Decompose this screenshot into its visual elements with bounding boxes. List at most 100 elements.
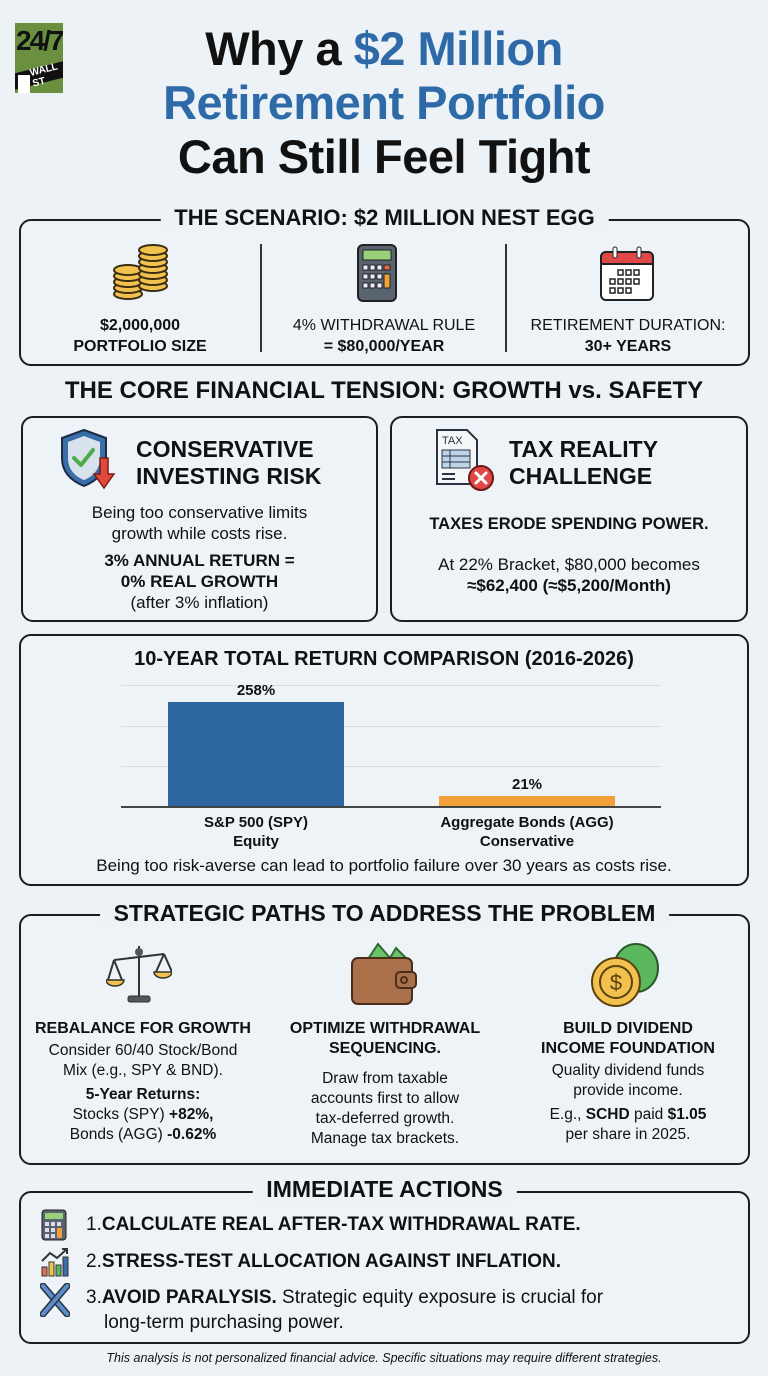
- rebalance-bonds: Bonds (AGG) -0.62%: [22, 1125, 264, 1145]
- svg-text:$: $: [610, 970, 622, 995]
- conservative-bold-1: 3% ANNUAL RETURN =: [104, 551, 295, 570]
- portfolio-value: $2,000,000: [99, 317, 181, 334]
- tax-title: TAX REALITY CHALLENGE: [509, 436, 658, 490]
- title-line1-b: $2 Million: [353, 22, 564, 75]
- withdrawal-title-2: SEQUENCING.: [328, 1040, 441, 1057]
- rebalance-title: REBALANCE FOR GROWTH: [35, 1020, 251, 1037]
- action-number: 3.: [86, 1287, 102, 1308]
- conservative-title-2: INVESTING RISK: [136, 463, 322, 489]
- category-agg-line2: Conservative: [479, 833, 575, 850]
- conservative-risk-card: [21, 416, 378, 622]
- gridline: [121, 685, 661, 686]
- x-axis: [121, 806, 661, 808]
- action-rest: Strategic equity exposure is crucial for: [276, 1287, 604, 1308]
- category-spy: S&P 500 (SPY) Equity: [130, 813, 382, 851]
- bonds-label: Bonds (AGG): [69, 1126, 168, 1143]
- conservative-title: CONSERVATIVE INVESTING RISK: [136, 436, 321, 490]
- dividend-amount: $1.05: [667, 1106, 707, 1123]
- action-text: STRESS-TEST ALLOCATION AGAINST INFLATION…: [101, 1251, 562, 1272]
- scenario-item-portfolio: $2,000,000 PORTFOLIO SIZE: [30, 315, 250, 357]
- path-withdrawal: OPTIMIZE WITHDRAWAL SEQUENCING. Draw fro…: [266, 1019, 504, 1149]
- withdrawal-rule: 4% WITHDRAWAL RULE: [292, 317, 476, 334]
- title-line3: Can Still Feel Tight: [177, 130, 591, 183]
- conservative-text-2: growth while costs rise.: [111, 524, 288, 543]
- rebalance-returns-label: 5-Year Returns:: [85, 1086, 201, 1103]
- scenario-item-withdrawal: 4% WITHDRAWAL RULE = $80,000/YEAR: [265, 315, 503, 357]
- action-item-2: 2.STRESS-TEST ALLOCATION AGAINST INFLATI…: [86, 1249, 561, 1274]
- duration-label: RETIREMENT DURATION:: [530, 317, 726, 334]
- dividend-example: E.g., SCHD paid $1.05: [510, 1105, 746, 1125]
- logo-247-wall-st: 24/7 WALL ST: [15, 23, 63, 93]
- action-item-3: 3.AVOID PARALYSIS. Strategic equity expo…: [86, 1285, 726, 1335]
- dividend-text-2: provide income.: [573, 1082, 683, 1099]
- shield-down-arrow-icon: [61, 428, 116, 490]
- strategic-heading: STRATEGIC PATHS TO ADDRESS THE PROBLEM: [99, 900, 670, 927]
- svg-text:TAX: TAX: [442, 435, 463, 447]
- action-rest-2: long-term purchasing power.: [104, 1312, 344, 1333]
- stocks-label: Stocks (SPY): [72, 1106, 170, 1123]
- withdrawal-text-2: accounts first to allow: [310, 1090, 460, 1107]
- action-number: 1.: [86, 1214, 102, 1235]
- category-agg: Aggregate Bonds (AGG) Conservative: [400, 813, 654, 851]
- logo-number: 24/7: [16, 25, 63, 56]
- category-spy-line1: S&P 500 (SPY): [204, 814, 308, 831]
- chart-caption: Being too risk-averse can lead to portfo…: [96, 856, 672, 875]
- bar-chart-up-icon: [41, 1248, 69, 1277]
- calculator-icon: [357, 244, 397, 302]
- dividend-title-2: INCOME FOUNDATION: [541, 1040, 715, 1057]
- conservative-text-1: Being too conservative limits: [91, 503, 308, 522]
- title-line1-a: Why a: [205, 22, 354, 75]
- withdrawal-title-1: OPTIMIZE WITHDRAWAL: [289, 1020, 481, 1037]
- conservative-title-1: CONSERVATIVE: [136, 436, 314, 462]
- scenario-heading: THE SCENARIO: $2 MILLION NEST EGG: [160, 205, 609, 231]
- stocks-value: +82%,: [169, 1106, 214, 1123]
- bar-agg-value: 21%: [511, 776, 543, 793]
- rebalance-text-1: Consider 60/40 Stock/Bond: [48, 1042, 238, 1059]
- coins-icon: [113, 244, 168, 300]
- bar-spy: [168, 702, 344, 807]
- withdrawal-text-3: tax-deferred growth.: [315, 1110, 455, 1127]
- bar-spy-value: 258%: [236, 682, 276, 699]
- action-text: AVOID PARALYSIS.: [101, 1287, 277, 1308]
- immediate-actions-box: IMMEDIATE ACTIONS: [19, 1176, 750, 1344]
- building-icon: [18, 75, 30, 93]
- withdrawal-text-4: Manage tax brackets.: [310, 1130, 460, 1147]
- divider: [505, 244, 507, 352]
- action-item-1: 1.CALCULATE REAL AFTER-TAX WITHDRAWAL RA…: [86, 1212, 581, 1237]
- conservative-bold-2: 0% REAL GROWTH: [120, 572, 279, 591]
- eg-label: E.g.,: [549, 1106, 586, 1123]
- scenario-item-duration: RETIREMENT DURATION: 30+ YEARS: [508, 315, 748, 357]
- path-dividend: BUILD DIVIDEND INCOME FOUNDATION Quality…: [510, 1019, 746, 1145]
- title-line2: Retirement Portfolio: [163, 76, 605, 129]
- wallet-icon: [351, 942, 417, 1005]
- calculator-icon: [41, 1209, 67, 1241]
- action-number: 2.: [86, 1251, 102, 1272]
- bonds-value: -0.62%: [167, 1126, 217, 1143]
- portfolio-label: PORTFOLIO SIZE: [73, 338, 207, 355]
- dividend-text-3: per share in 2025.: [565, 1126, 691, 1143]
- path-rebalance: REBALANCE FOR GROWTH Consider 60/40 Stoc…: [22, 1019, 264, 1145]
- tension-heading: THE CORE FINANCIAL TENSION: GROWTH vs. S…: [64, 377, 704, 404]
- tax-title-1: TAX REALITY: [509, 436, 659, 462]
- category-spy-line2: Equity: [233, 833, 279, 850]
- gridline: [121, 726, 661, 727]
- divider: [260, 244, 262, 352]
- disclaimer: This analysis is not personalized financ…: [106, 1351, 662, 1365]
- ticker: SCHD: [585, 1106, 630, 1123]
- rebalance-stocks: Stocks (SPY) +82%,: [22, 1105, 264, 1125]
- withdrawal-text-1: Draw from taxable: [322, 1070, 448, 1087]
- tax-title-2: CHALLENGE: [509, 463, 653, 489]
- gridline: [121, 766, 661, 767]
- tax-subhead: TAXES ERODE SPENDING POWER.: [429, 515, 709, 533]
- paid-label: paid: [629, 1106, 668, 1123]
- balance-scale-icon: [106, 946, 172, 1003]
- tax-bold: ≈$62,400 (≈$5,200/Month): [467, 576, 671, 595]
- dividend-text-1: Quality dividend funds: [551, 1062, 705, 1079]
- conservative-body: Being too conservative limits growth whi…: [24, 502, 375, 613]
- actions-heading: IMMEDIATE ACTIONS: [252, 1176, 517, 1203]
- duration-value: 30+ YEARS: [584, 338, 672, 355]
- withdrawal-amount: = $80,000/YEAR: [323, 338, 445, 355]
- tax-text-1: At 22% Bracket, $80,000 becomes: [438, 555, 700, 574]
- tax-form-icon: TAX: [436, 429, 494, 491]
- tax-body: At 22% Bracket, $80,000 becomes ≈$62,400…: [393, 554, 745, 596]
